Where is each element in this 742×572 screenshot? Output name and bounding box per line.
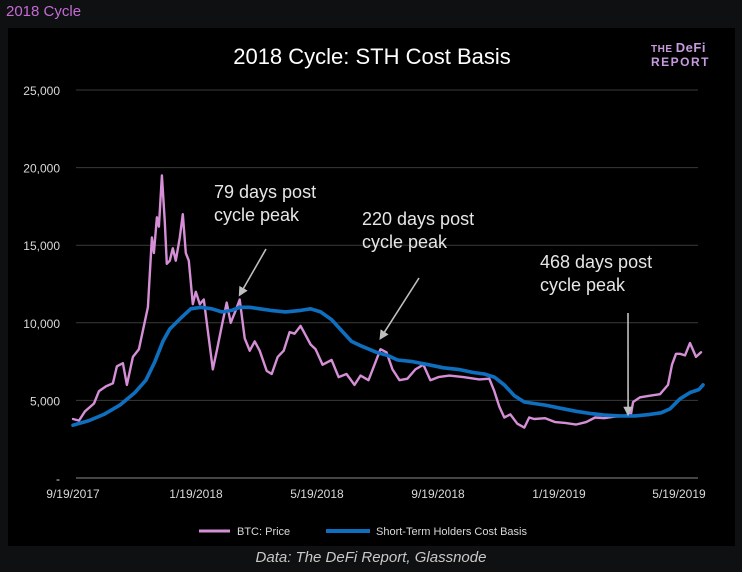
y-tick-label: - [56,472,60,486]
x-tick-label: 9/19/2017 [46,487,100,501]
logo: THE DeFi REPORT [651,40,711,69]
series-line-btc-price [71,174,703,429]
y-tick-label: 5,000 [30,394,60,408]
logo-text-main: DeFi [675,40,706,55]
annotation: 220 days post cycle peak [362,209,474,340]
annotation-text: cycle peak [540,275,626,295]
header-label: 2018 Cycle [6,3,82,20]
annotation-arrow [379,277,420,340]
annotation: 468 days post cycle peak [540,252,652,417]
chart: - 5,000 10,000 15,000 20,000 25,000 9/19/2017 1… [23,44,706,538]
annotation-text: 79 days post [214,182,316,202]
y-tick-label: 10,000 [23,317,60,331]
legend-item: BTC: Price [199,526,290,538]
x-tick-label: 9/19/2018 [411,487,465,501]
annotation: 79 days post cycle peak [214,182,316,297]
logo-text-report: REPORT [651,55,711,69]
legend-label: Short-Term Holders Cost Basis [376,526,527,538]
annotation-arrow [238,248,267,297]
x-tick-label: 5/19/2018 [290,487,344,501]
y-tick-label: 15,000 [23,239,60,253]
y-tick-label: 25,000 [23,84,60,98]
legend-item: Short-Term Holders Cost Basis [326,526,527,538]
y-tick-label: 20,000 [23,162,60,176]
x-tick-label: 5/19/2019 [652,487,706,501]
logo-text-prefix: THE [651,44,673,55]
annotation-text: cycle peak [214,205,300,225]
annotation-text: 220 days post [362,209,474,229]
x-tick-label: 1/19/2019 [532,487,586,501]
chart-title: 2018 Cycle: STH Cost Basis [233,44,511,69]
legend-label: BTC: Price [237,526,290,538]
annotation-text: cycle peak [362,232,448,252]
chart-panel: - 5,000 10,000 15,000 20,000 25,000 9/19/2017 1… [8,28,735,546]
caption: Data: The DeFi Report, Glassnode [255,549,487,566]
x-tick-label: 1/19/2018 [169,487,223,501]
annotation-text: 468 days post [540,252,652,272]
series-line-sth-cost-basis [71,305,705,427]
